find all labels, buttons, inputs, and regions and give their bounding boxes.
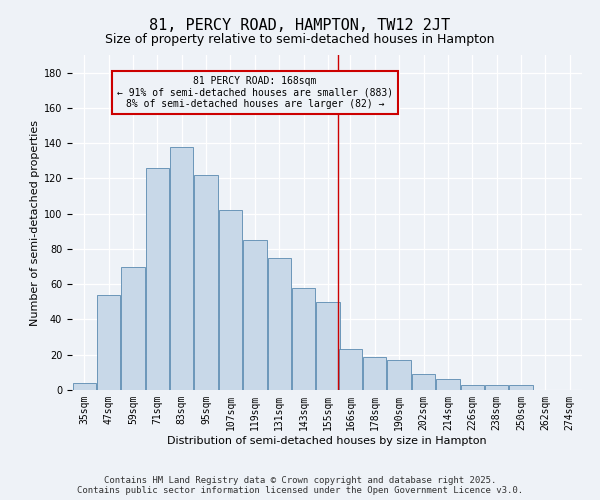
Bar bbox=[485, 384, 508, 390]
Bar bbox=[509, 384, 533, 390]
Bar bbox=[292, 288, 316, 390]
Bar bbox=[412, 374, 435, 390]
Bar bbox=[316, 302, 340, 390]
Y-axis label: Number of semi-detached properties: Number of semi-detached properties bbox=[29, 120, 40, 326]
Text: 81 PERCY ROAD: 168sqm
← 91% of semi-detached houses are smaller (883)
8% of semi: 81 PERCY ROAD: 168sqm ← 91% of semi-deta… bbox=[117, 76, 393, 110]
Bar bbox=[388, 360, 411, 390]
Bar bbox=[338, 350, 362, 390]
Bar bbox=[121, 266, 145, 390]
Text: Size of property relative to semi-detached houses in Hampton: Size of property relative to semi-detach… bbox=[105, 32, 495, 46]
X-axis label: Distribution of semi-detached houses by size in Hampton: Distribution of semi-detached houses by … bbox=[167, 436, 487, 446]
Bar bbox=[461, 384, 484, 390]
Bar bbox=[243, 240, 266, 390]
Bar bbox=[363, 356, 386, 390]
Bar bbox=[436, 380, 460, 390]
Bar bbox=[219, 210, 242, 390]
Bar bbox=[146, 168, 169, 390]
Bar bbox=[194, 175, 218, 390]
Text: 81, PERCY ROAD, HAMPTON, TW12 2JT: 81, PERCY ROAD, HAMPTON, TW12 2JT bbox=[149, 18, 451, 32]
Bar bbox=[268, 258, 291, 390]
Bar bbox=[73, 383, 96, 390]
Bar bbox=[170, 146, 193, 390]
Bar bbox=[97, 295, 120, 390]
Text: Contains HM Land Registry data © Crown copyright and database right 2025.
Contai: Contains HM Land Registry data © Crown c… bbox=[77, 476, 523, 495]
